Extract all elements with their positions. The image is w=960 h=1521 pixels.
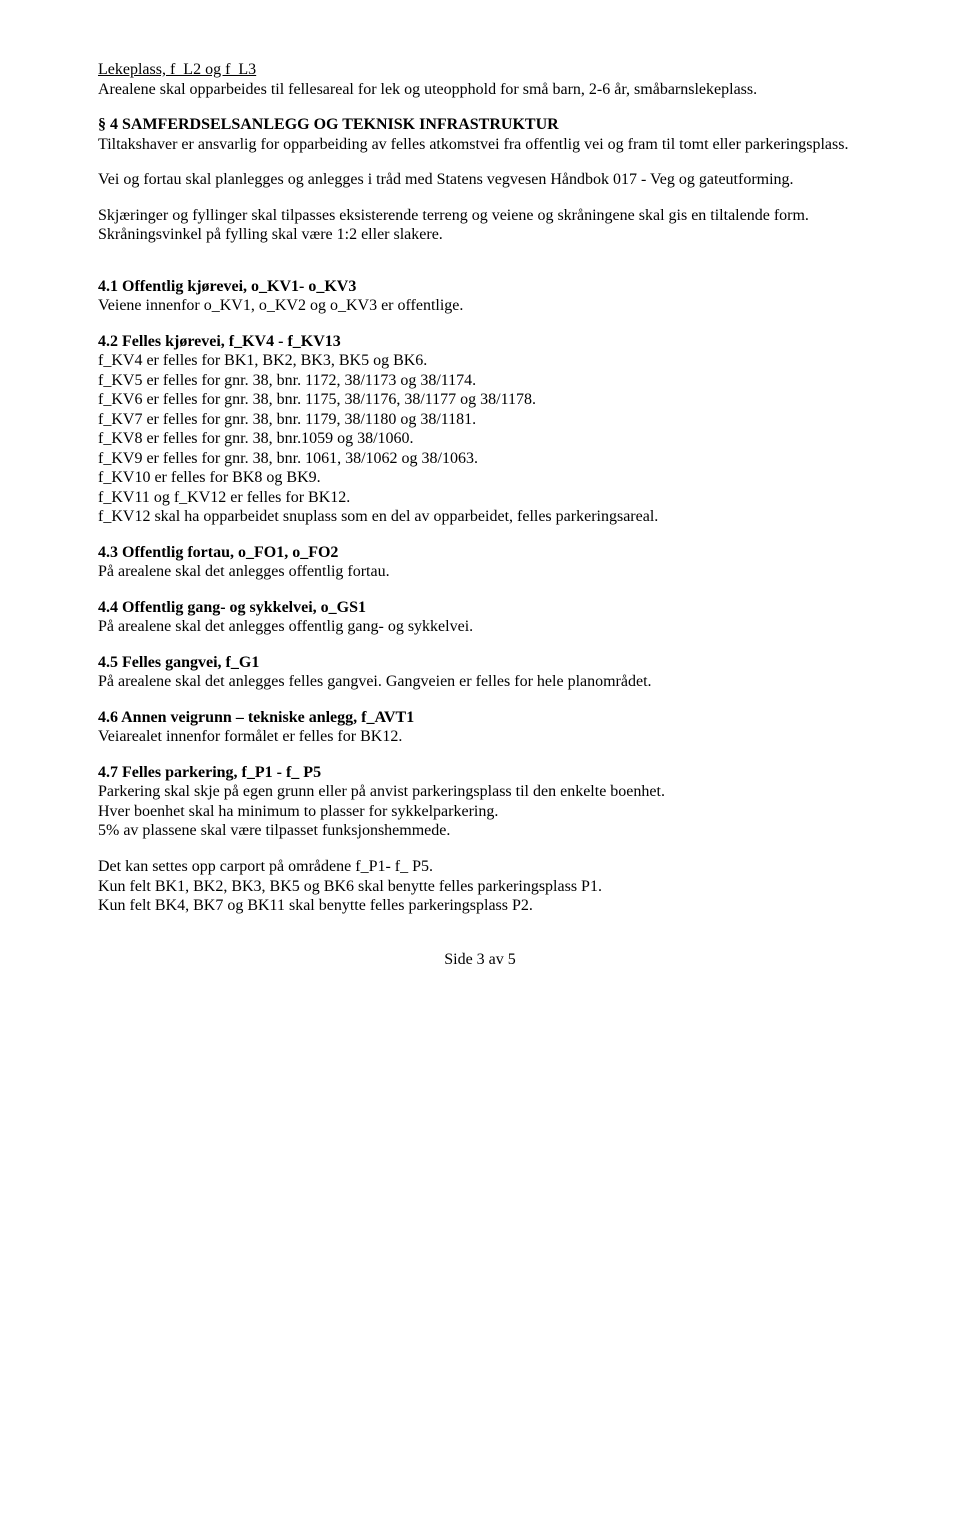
line-47-1: Parkering skal skje på egen grunn eller … bbox=[98, 782, 862, 802]
body-45: På arealene skal det anlegges felles gan… bbox=[98, 672, 862, 692]
section-47: 4.7 Felles parkering, f_P1 - f_ P5 Parke… bbox=[98, 763, 862, 916]
para-4-3: Skjæringer og fyllinger skal tilpasses e… bbox=[98, 206, 862, 245]
heading-41: 4.1 Offentlig kjørevei, o_KV1- o_KV3 bbox=[98, 277, 862, 297]
line-42-5: f_KV9 er felles for gnr. 38, bnr. 1061, … bbox=[98, 449, 862, 469]
line-42-3: f_KV7 er felles for gnr. 38, bnr. 1179, … bbox=[98, 410, 862, 430]
section-42: 4.2 Felles kjørevei, f_KV4 - f_KV13 f_KV… bbox=[98, 332, 862, 527]
heading-4: § 4 SAMFERDSELSANLEGG OG TEKNISK INFRAST… bbox=[98, 115, 862, 135]
line-47-2: Hver boenhet skal ha minimum to plasser … bbox=[98, 802, 862, 822]
line-42-1: f_KV5 er felles for gnr. 38, bnr. 1172, … bbox=[98, 371, 862, 391]
line-47-6: Kun felt BK4, BK7 og BK11 skal benytte f… bbox=[98, 896, 862, 916]
section-43: 4.3 Offentlig fortau, o_FO1, o_FO2 På ar… bbox=[98, 543, 862, 582]
page-footer: Side 3 av 5 bbox=[98, 950, 862, 970]
section-4: § 4 SAMFERDSELSANLEGG OG TEKNISK INFRAST… bbox=[98, 115, 862, 245]
heading-42: 4.2 Felles kjørevei, f_KV4 - f_KV13 bbox=[98, 332, 862, 352]
heading-lekeplass: Lekeplass, f_L2 og f_L3 bbox=[98, 60, 862, 80]
heading-43: 4.3 Offentlig fortau, o_FO1, o_FO2 bbox=[98, 543, 862, 563]
para-4-1: Tiltakshaver er ansvarlig for opparbeidi… bbox=[98, 135, 862, 155]
body-lekeplass: Arealene skal opparbeides til fellesarea… bbox=[98, 80, 862, 100]
section-46: 4.6 Annen veigrunn – tekniske anlegg, f_… bbox=[98, 708, 862, 747]
heading-46: 4.6 Annen veigrunn – tekniske anlegg, f_… bbox=[98, 708, 862, 728]
heading-44: 4.4 Offentlig gang- og sykkelvei, o_GS1 bbox=[98, 598, 862, 618]
line-42-7: f_KV11 og f_KV12 er felles for BK12. bbox=[98, 488, 862, 508]
line-42-0: f_KV4 er felles for BK1, BK2, BK3, BK5 o… bbox=[98, 351, 862, 371]
section-lekeplass: Lekeplass, f_L2 og f_L3 Arealene skal op… bbox=[98, 60, 862, 99]
body-43: På arealene skal det anlegges offentlig … bbox=[98, 562, 862, 582]
heading-45: 4.5 Felles gangvei, f_G1 bbox=[98, 653, 862, 673]
document-page: Lekeplass, f_L2 og f_L3 Arealene skal op… bbox=[0, 0, 960, 1009]
line-47-3: 5% av plassene skal være tilpasset funks… bbox=[98, 821, 862, 841]
body-46: Veiarealet innenfor formålet er felles f… bbox=[98, 727, 862, 747]
line-47-4: Det kan settes opp carport på områdene f… bbox=[98, 857, 862, 877]
para-4-2: Vei og fortau skal planlegges og anlegge… bbox=[98, 170, 862, 190]
body-44: På arealene skal det anlegges offentlig … bbox=[98, 617, 862, 637]
line-42-8: f_KV12 skal ha opparbeidet snuplass som … bbox=[98, 507, 862, 527]
line-42-2: f_KV6 er felles for gnr. 38, bnr. 1175, … bbox=[98, 390, 862, 410]
heading-47: 4.7 Felles parkering, f_P1 - f_ P5 bbox=[98, 763, 862, 783]
section-41: 4.1 Offentlig kjørevei, o_KV1- o_KV3 Vei… bbox=[98, 277, 862, 316]
line-42-4: f_KV8 er felles for gnr. 38, bnr.1059 og… bbox=[98, 429, 862, 449]
body-41: Veiene innenfor o_KV1, o_KV2 og o_KV3 er… bbox=[98, 296, 862, 316]
section-44: 4.4 Offentlig gang- og sykkelvei, o_GS1 … bbox=[98, 598, 862, 637]
line-47-5: Kun felt BK1, BK2, BK3, BK5 og BK6 skal … bbox=[98, 877, 862, 897]
line-42-6: f_KV10 er felles for BK8 og BK9. bbox=[98, 468, 862, 488]
section-45: 4.5 Felles gangvei, f_G1 På arealene ska… bbox=[98, 653, 862, 692]
